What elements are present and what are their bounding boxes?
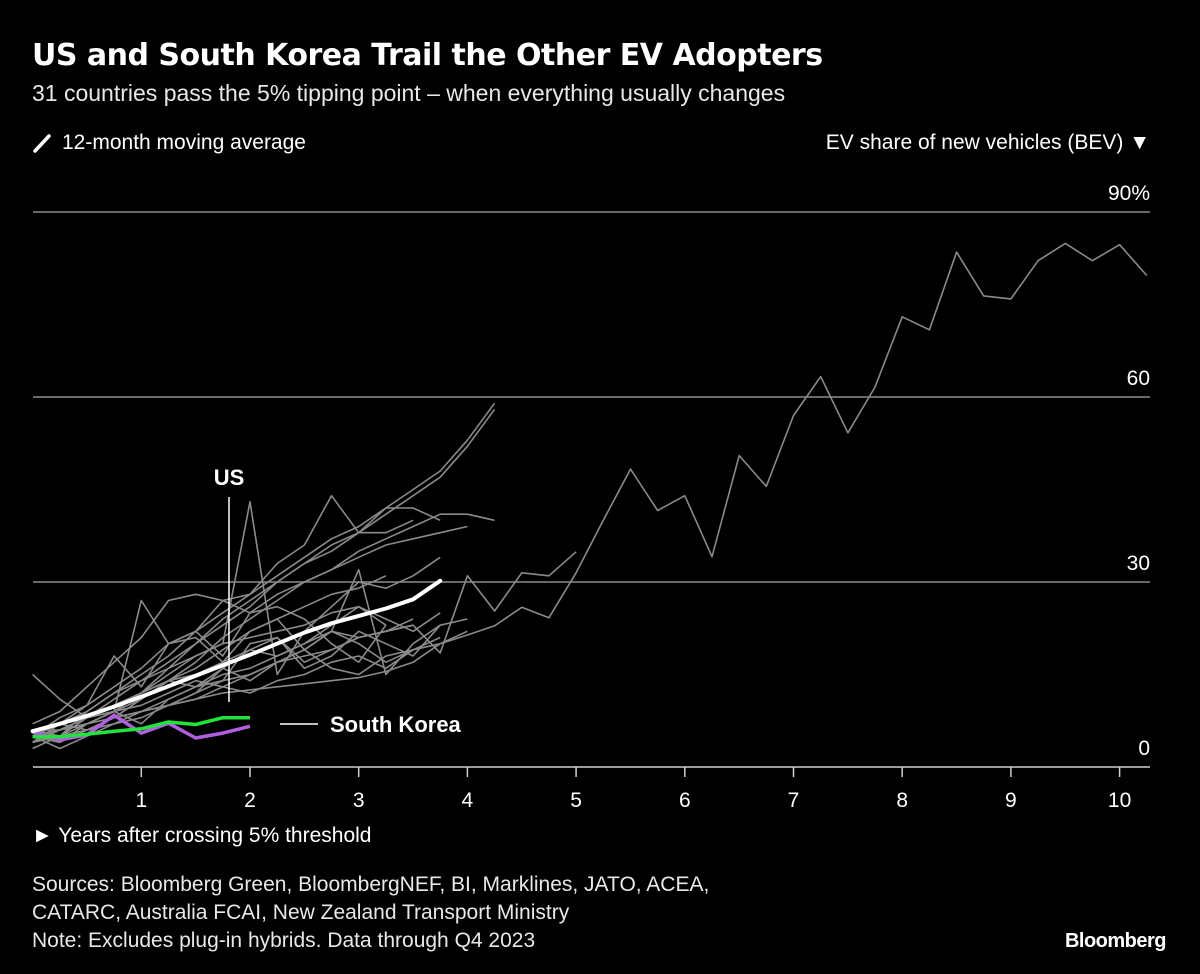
- x-tick-label: 7: [788, 789, 800, 812]
- x-tick-label: 10: [1108, 789, 1131, 812]
- x-tick-label: 2: [244, 789, 256, 812]
- slash-line-icon: [33, 134, 51, 153]
- country-line: [32, 500, 441, 738]
- y-tick-label: 30: [1127, 552, 1150, 575]
- gridlines: 0 30 60 90%: [33, 182, 1150, 760]
- south-korea-annotation: South Korea: [330, 712, 462, 737]
- x-tick-label: 3: [353, 789, 365, 812]
- x-tick-label: 9: [1005, 789, 1017, 812]
- x-axis-label: ► Years after crossing 5% threshold: [32, 824, 372, 847]
- sources-line-1: Sources: Bloomberg Green, BloombergNEF, …: [32, 873, 710, 896]
- us-annotation: US: [214, 465, 245, 490]
- chart-subtitle: 31 countries pass the 5% tipping point –…: [32, 80, 786, 106]
- legend-label: 12-month moving average: [62, 131, 306, 154]
- country-line: [32, 649, 414, 737]
- country-line: [32, 568, 441, 743]
- x-tick-label: 6: [679, 789, 691, 812]
- bloomberg-logo: Bloomberg: [1064, 930, 1167, 952]
- country-line: [32, 630, 441, 750]
- country-line: [32, 618, 414, 750]
- country-line: [32, 525, 468, 725]
- y-axis-label: EV share of new vehicles (BEV) ▼: [825, 131, 1150, 154]
- x-axis: 1 2 3 4 5 6 7 8 9 10: [33, 766, 1150, 812]
- chart-title: US and South Korea Trail the Other EV Ad…: [32, 38, 823, 73]
- x-tick-label: 8: [896, 789, 908, 812]
- moving-average-line: [30, 578, 443, 734]
- x-tick-label: 4: [462, 789, 474, 812]
- y-tick-label: 90%: [1108, 182, 1150, 205]
- highlight-lines: [30, 578, 443, 742]
- x-tick-label: 5: [570, 789, 582, 812]
- us-line: [32, 715, 250, 739]
- y-tick-label: 60: [1127, 367, 1150, 390]
- south-korea-line: [32, 713, 251, 742]
- country-line: [32, 242, 1148, 737]
- x-tick-label: 1: [135, 789, 147, 812]
- sources-line-2: CATARC, Australia FCAI, New Zealand Tran…: [32, 901, 570, 924]
- legend: 12-month moving average: [32, 131, 306, 155]
- note: Note: Excludes plug-in hybrids. Data thr…: [32, 929, 536, 952]
- country-line: [32, 408, 496, 744]
- y-tick-label: 0: [1138, 737, 1150, 760]
